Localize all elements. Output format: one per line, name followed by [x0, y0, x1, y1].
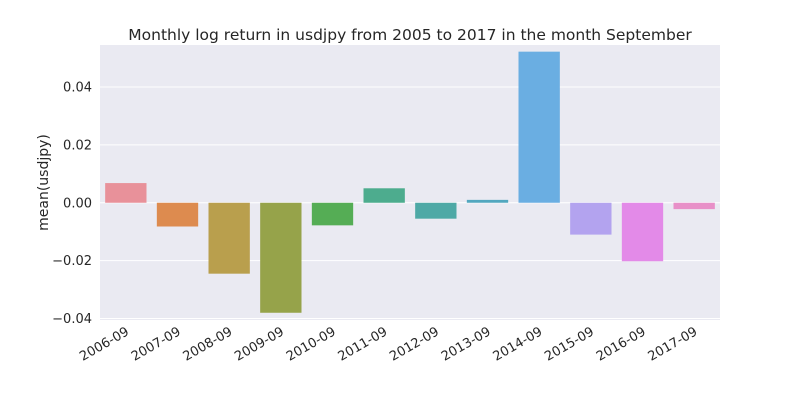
plot-area: [100, 45, 720, 320]
x-tick-label: 2012-09: [387, 324, 442, 364]
grid-lines: [100, 86, 720, 320]
bar-2011-09: [363, 188, 405, 203]
bar-2007-09: [156, 202, 199, 227]
bar-2015-09: [570, 202, 612, 235]
bar-2017-09: [673, 202, 715, 210]
y-tick-label: −0.04: [52, 312, 92, 327]
y-tick-label: −0.02: [52, 254, 92, 269]
y-axis-title: mean(usdjpy): [36, 134, 52, 231]
bar-2009-09: [260, 202, 302, 313]
chart-title: Monthly log return in usdjpy from 2005 t…: [128, 26, 692, 44]
bar-2006-09: [105, 183, 147, 203]
x-tick-label: 2017-09: [646, 324, 701, 364]
y-tick-labels: −0.04 −0.02 0.00 0.02 0.04: [52, 80, 92, 327]
x-tick-label: 2013-09: [439, 324, 494, 364]
x-tick-label: 2006-09: [77, 324, 132, 364]
x-tick-label: 2010-09: [284, 324, 339, 364]
bars: [105, 51, 715, 313]
x-tick-labels: 2006-092007-092008-092009-092010-092011-…: [77, 324, 700, 364]
y-tick-label: 0.02: [63, 138, 92, 153]
y-tick-label: 0.04: [63, 80, 92, 95]
y-tick-label: 0.00: [63, 196, 92, 211]
x-tick-label: 2009-09: [232, 324, 287, 364]
bar-2013-09: [466, 199, 509, 203]
bar-2008-09: [208, 202, 250, 274]
bar-2012-09: [415, 202, 457, 219]
bar-2016-09: [621, 202, 664, 262]
bar-2014-09: [518, 51, 560, 203]
x-tick-label: 2011-09: [336, 324, 391, 364]
x-tick-label: 2008-09: [181, 324, 236, 364]
x-tick-label: 2015-09: [542, 324, 597, 364]
bar-2010-09: [311, 202, 354, 226]
x-tick-label: 2007-09: [129, 324, 184, 364]
x-tick-label: 2014-09: [491, 324, 546, 364]
x-tick-label: 2016-09: [594, 324, 649, 364]
